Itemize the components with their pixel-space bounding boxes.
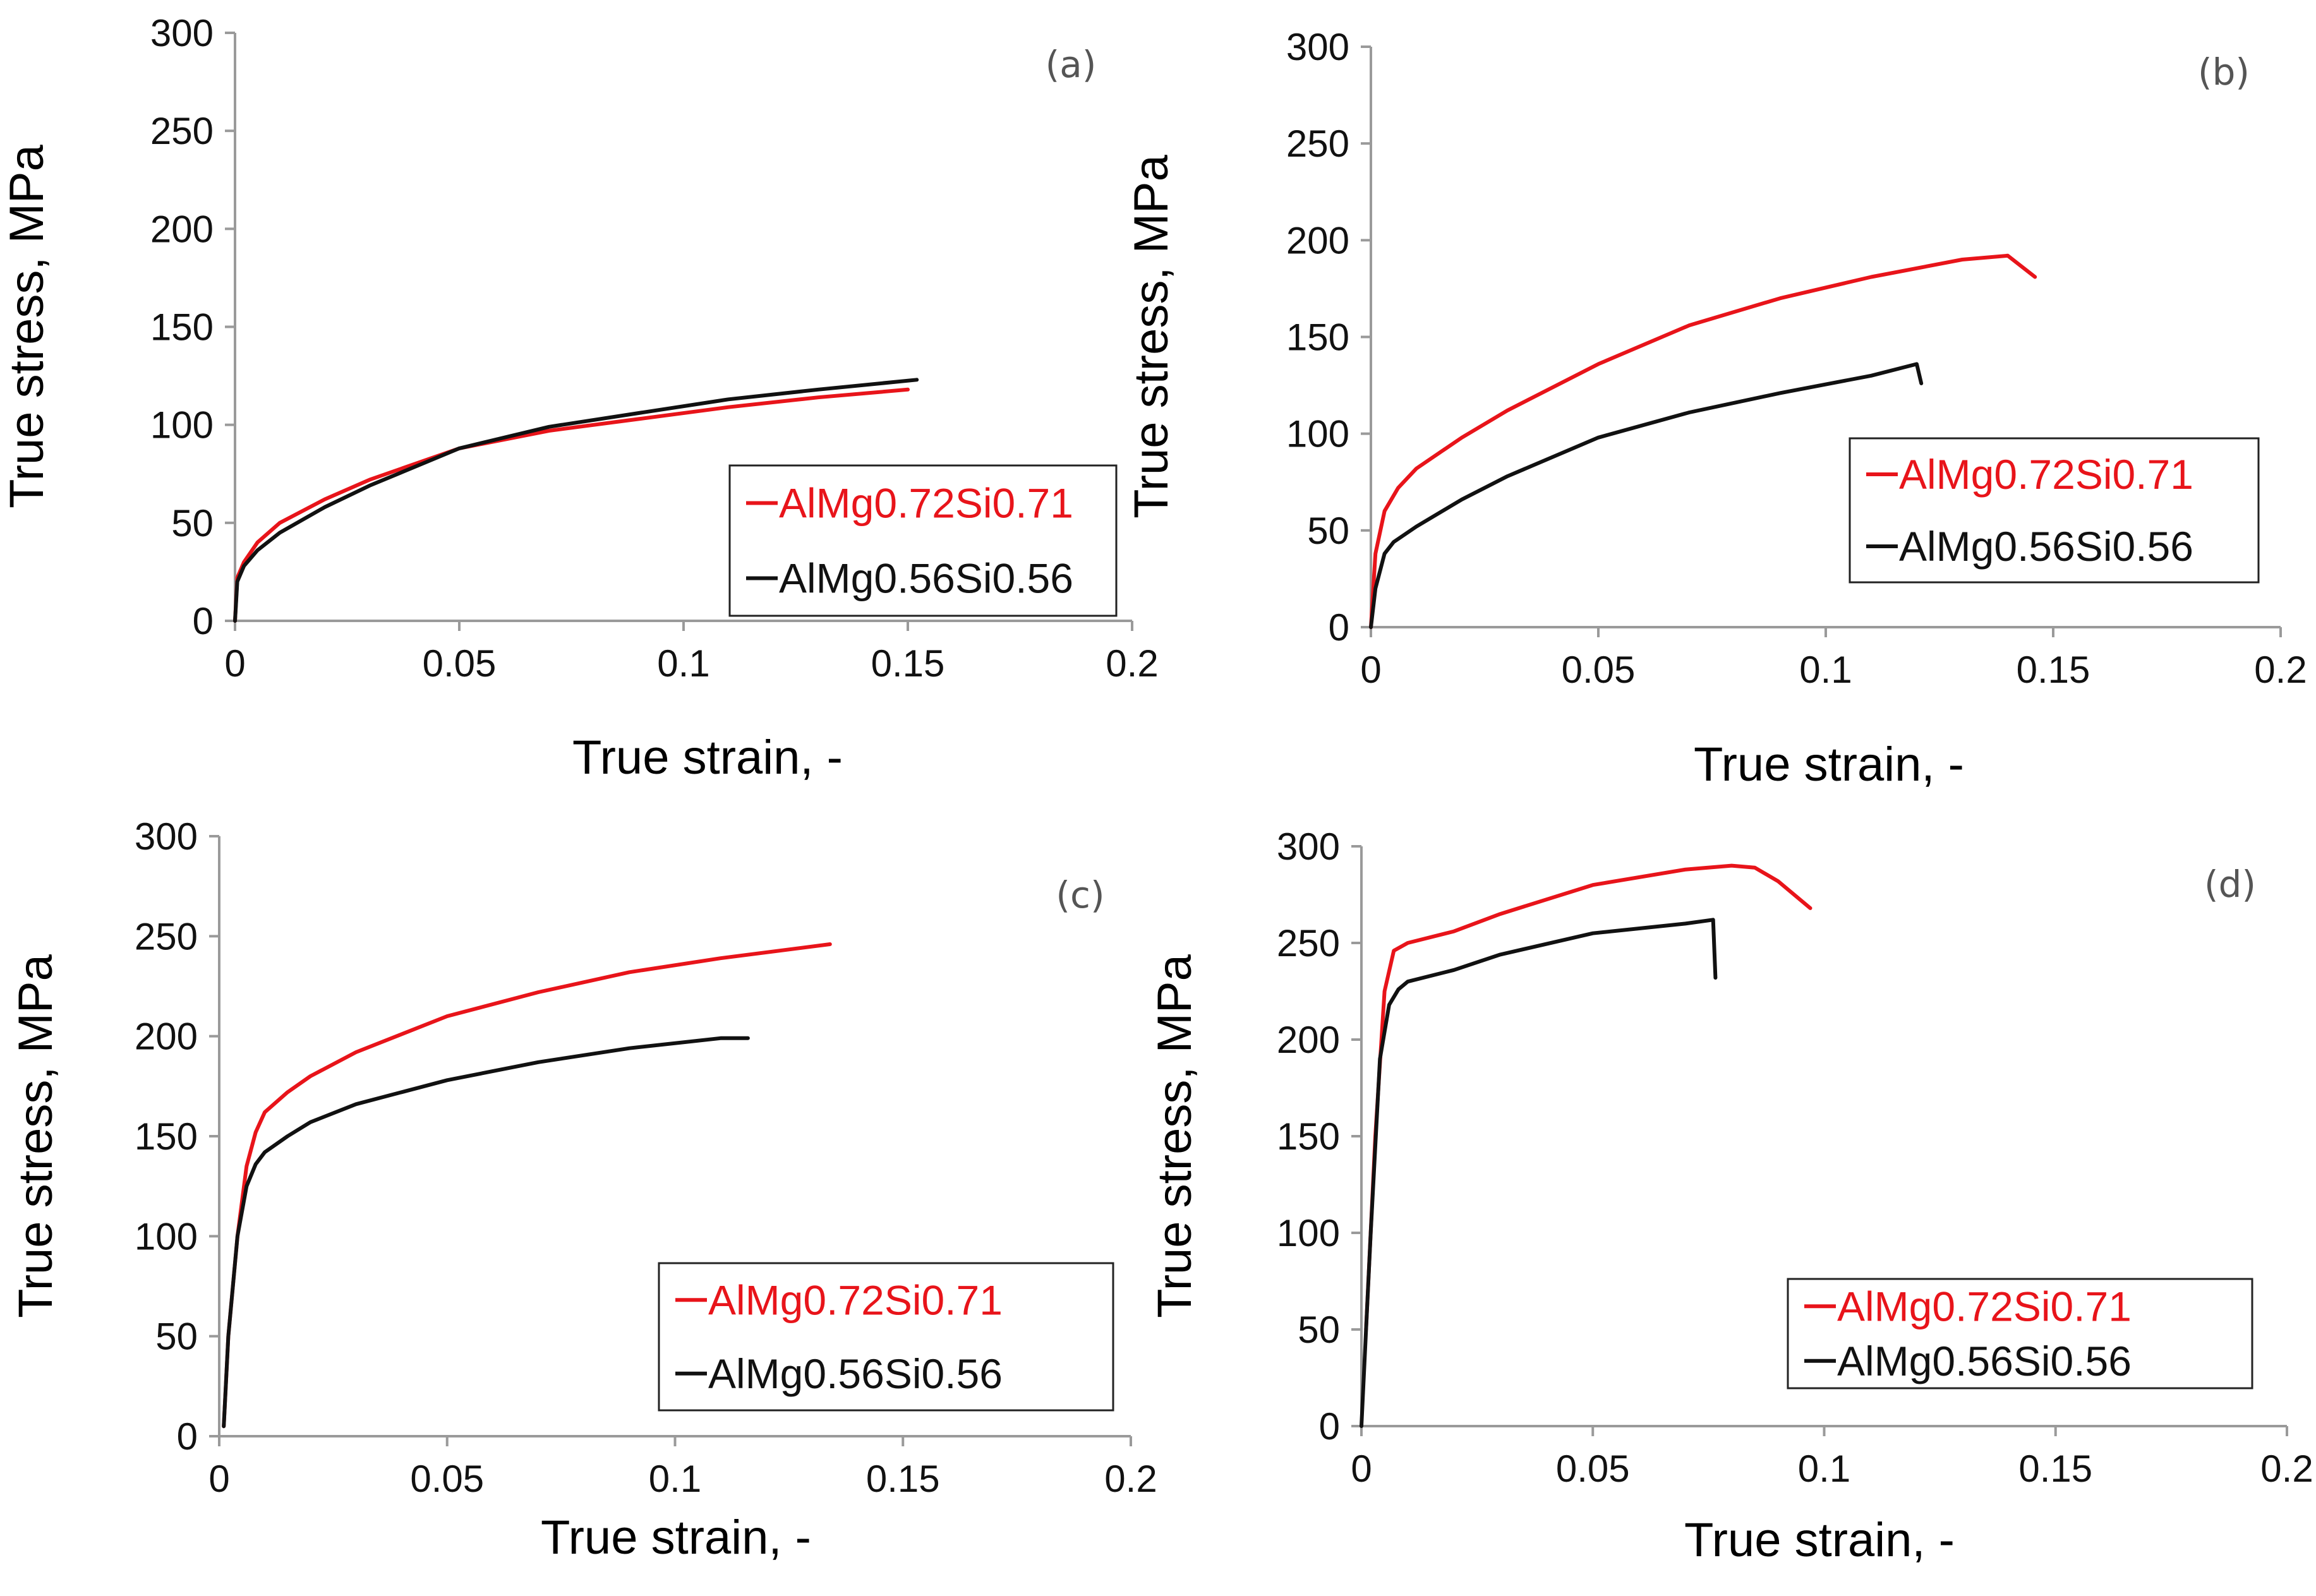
y-tick-label: 50 [1307,510,1349,552]
y-tick-label: 250 [135,915,198,957]
x-tick-label: 0.15 [866,1458,940,1500]
series-line-1 [1369,362,1924,629]
y-tick-label: 200 [135,1016,198,1058]
x-tick-label: 0.05 [1556,1448,1630,1490]
panel-label: (a) [1046,43,1097,86]
y-tick-label: 300 [1286,26,1349,68]
x-tick-label: 0.05 [1562,649,1636,691]
x-tick-label: 0.15 [871,642,945,685]
y-tick-label: 0 [177,1415,198,1458]
legend-box [728,464,1118,617]
legend-label: AlMg0.56Si0.56 [1899,523,2193,570]
legend-label: AlMg0.56Si0.56 [779,555,1073,602]
y-tick-label: 300 [1277,825,1340,868]
legend-label: AlMg0.72Si0.71 [779,480,1073,527]
series-line-1 [1360,918,1718,1428]
panel-label: (c) [1056,873,1104,916]
legend-box [1849,437,2260,584]
legend-box [658,1262,1114,1412]
x-tick-label: 0.2 [1106,642,1158,685]
y-tick-label: 0 [193,600,214,642]
x-axis-title: True strain, - [1684,1513,1955,1567]
legend: AlMg0.72Si0.71 AlMg0.56Si0.56 [1787,1278,2253,1389]
x-axis-title: True strain, - [572,731,843,784]
y-tick-label: 300 [135,815,198,858]
legend: AlMg0.72Si0.71 AlMg0.56Si0.56 [728,464,1118,617]
legend-label: AlMg0.56Si0.56 [708,1350,1003,1397]
panel-label: (b) [2198,51,2250,93]
series-line-1 [233,378,919,623]
x-tick-label: 0.2 [2254,649,2307,691]
x-tick-label: 0.15 [2018,1448,2092,1490]
legend-box [1787,1278,2253,1389]
x-tick-label: 0 [1360,649,1381,691]
y-tick-label: 250 [150,110,214,152]
y-tick-label: 200 [150,208,214,250]
y-axis-title: True stress, MPa [1125,154,1178,518]
y-axis-title: True stress, MPa [0,144,54,508]
panel-label: (d) [2204,863,2256,906]
y-tick-label: 200 [1286,219,1349,261]
y-tick-label: 200 [1277,1019,1340,1061]
y-tick-label: 100 [135,1215,198,1257]
x-tick-label: 0.1 [1799,649,1852,691]
legend-label: AlMg0.56Si0.56 [1837,1338,2132,1384]
chart-panel-0: 0 50 100 150 200 250 300 0 0.05 0.1 0.15 0.2 True st… [0,12,1159,784]
x-tick-label: 0 [1351,1448,1372,1490]
y-tick-label: 50 [1298,1309,1340,1351]
y-tick-label: 150 [135,1115,198,1158]
series-line-0 [233,387,910,623]
y-tick-label: 250 [1286,123,1349,165]
y-tick-label: 100 [150,404,214,447]
y-axis-title: True stress, MPa [1148,954,1202,1317]
legend-label: AlMg0.72Si0.71 [1899,451,2193,498]
y-axis-title: True stress, MPa [9,954,63,1317]
x-tick-label: 0 [224,642,245,685]
x-tick-label: 0.2 [2260,1448,2313,1490]
legend-label: AlMg0.72Si0.71 [1837,1283,2132,1329]
y-tick-label: 50 [155,1316,198,1358]
y-tick-label: 100 [1286,413,1349,455]
y-tick-label: 0 [1329,606,1349,649]
series-line-0 [1369,253,2037,629]
x-axis-title: True strain, - [1694,738,1964,791]
y-tick-label: 50 [171,502,214,544]
x-tick-label: 0.2 [1104,1458,1157,1500]
chart-panel-1: 0 50 100 150 200 250 300 0 0.05 0.1 0.15 0.2 True st… [1125,26,2307,791]
x-tick-label: 0.1 [649,1458,701,1500]
x-axis-title: True strain, - [541,1511,811,1564]
chart-panel-2: 0 50 100 150 200 250 300 0 0.05 0.1 0.15 0.2 True st… [9,815,1157,1564]
x-tick-label: 0.1 [657,642,709,685]
legend: AlMg0.72Si0.71 AlMg0.56Si0.56 [658,1262,1114,1412]
chart-panel-3: 0 50 100 150 200 250 300 0 0.05 0.1 0.15 0.2 True st… [1148,825,2313,1567]
y-tick-label: 250 [1277,922,1340,964]
y-tick-label: 300 [150,12,214,54]
x-tick-label: 0.15 [2017,649,2090,691]
y-tick-label: 0 [1319,1405,1340,1448]
y-tick-label: 150 [1286,316,1349,359]
y-tick-label: 100 [1277,1212,1340,1254]
series-line-1 [222,1036,750,1429]
series-line-0 [1364,863,1812,1331]
x-tick-label: 0.1 [1798,1448,1850,1490]
x-tick-label: 0 [208,1458,229,1500]
x-tick-label: 0.05 [410,1458,484,1500]
y-tick-label: 150 [1277,1115,1340,1158]
legend-label: AlMg0.72Si0.71 [708,1276,1003,1323]
legend: AlMg0.72Si0.71 AlMg0.56Si0.56 [1849,437,2260,584]
y-tick-label: 150 [150,306,214,349]
x-tick-label: 0.05 [423,642,497,685]
